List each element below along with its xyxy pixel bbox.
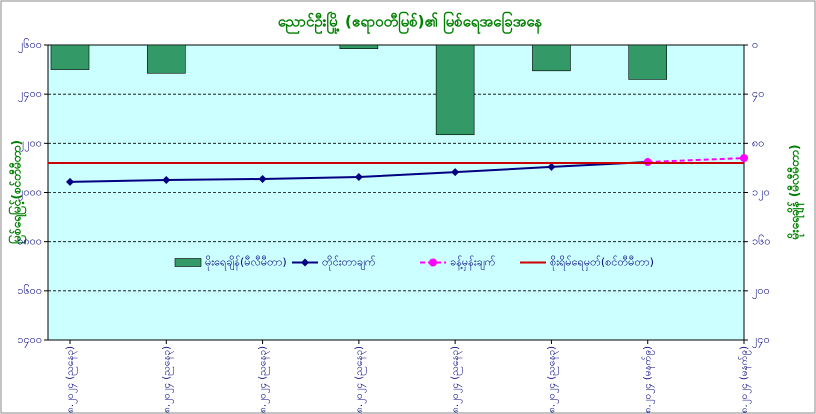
y2-tick-label: ၀ [752,38,758,51]
marker [66,177,74,186]
y2-tick-label: ၁၂၀ [752,186,770,201]
bar [435,44,475,136]
legend-label: တိုင်းတာချက် [322,256,376,271]
legend-label: မိုးရေချိန်(မီလီမီတာ) [205,256,287,271]
x-tick-label: ၂၀.၈.၂၀၂၄ (ညနေ၃) [65,346,78,414]
bar [628,44,668,80]
y-tick-label: ၁၆၀၀ [17,284,42,297]
y-tick-label: ၂၄၀၀ [18,87,42,102]
legend-marker [301,258,309,267]
legend-label: စိုးရိမ်ရေမှတ်(စင်တီမီတာ) [550,256,654,271]
legend-label: ခန့်မှန်းချက် [450,256,496,271]
x-tick-label: ၂၅.၈.၂၀၂၄ (ညနေ၃) [546,346,559,414]
y-tick-label: ၂၂၀၀ [19,136,42,151]
y-axis-label: မြစ်ရေမြင့်(စင်တီမီတာ) [7,140,28,244]
bar [146,44,186,74]
y-tick-label: ၂၀၀၀ [18,186,42,201]
y2-tick-label: ၈၀ [752,136,764,149]
legend-marker [429,258,437,267]
y-tick-label: ၂၆၀၀ [18,38,42,53]
x-tick-label: ၂၂.၈.၂၀၂၄ (ညနေ၃) [258,346,271,414]
marker [354,173,363,182]
x-tick-label: ၂၁.၈.၂၀၂၄ (ညနေ၃) [161,346,174,414]
x-tick-label: ၂၆.၈.၂၀၂၄ (မနက်၉) [641,346,656,414]
y2-tick-label: ၂၀၀ [752,284,770,299]
x-tick-label: ၂၃.၈.၂၀၂၄ (ညနေ၃) [354,346,367,414]
marker [162,175,171,184]
marker [258,174,267,183]
x-tick-label: ၂၇.၈.၂၀၂၄ (မနက်၉) [737,346,752,414]
y-tick-label: ၁၈၀၀ [17,235,42,248]
bar [532,44,571,72]
legend-swatch [174,258,202,267]
marker [740,154,748,163]
y2-tick-label: ၄၀ [752,87,764,102]
marker [547,162,556,171]
y2-tick-label: ၁၆၀ [752,235,771,248]
y2-tick-label: ၂၄၀ [752,333,770,348]
line [647,157,745,164]
x-tick-label: ၂၄.၈.၂၀၂၄ (ညနေ၃) [450,346,463,414]
bar [339,44,379,49]
marker [451,168,460,177]
bar [50,44,90,70]
y-tick-label: ၁၄၀၀ [17,333,42,348]
y2-axis-label: မိုးရေချိန် (မီလီမီတာ) [786,145,806,241]
